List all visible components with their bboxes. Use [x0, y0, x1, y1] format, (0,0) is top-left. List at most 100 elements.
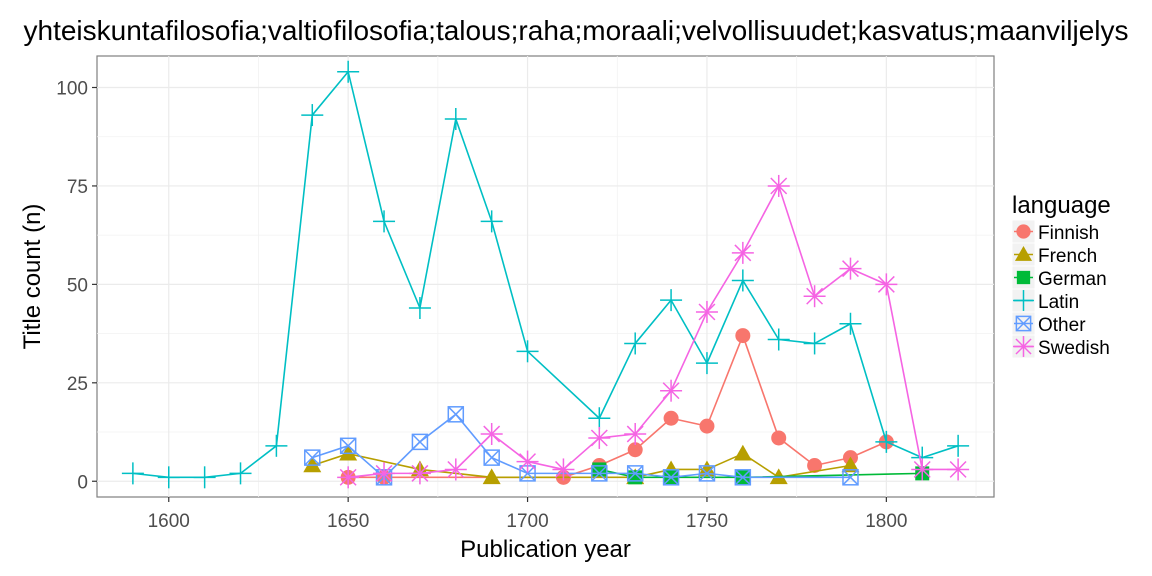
data-point-finnish [663, 410, 679, 426]
marker-stroke [340, 437, 357, 454]
series-other [304, 406, 859, 486]
marker-shape [771, 430, 787, 446]
marker-shape [697, 460, 716, 477]
series-latin [121, 60, 970, 489]
data-point-latin [803, 332, 826, 355]
data-point-latin [408, 297, 431, 319]
marker-stroke [591, 465, 608, 482]
y-tick-label: 75 [67, 177, 88, 198]
legend-label-french: French [1038, 246, 1097, 267]
data-point-latin [265, 434, 288, 457]
legend-title: language [1012, 192, 1111, 219]
data-point-french [697, 460, 716, 477]
legend-item-other: Other [1011, 311, 1086, 336]
data-point-other [591, 465, 608, 482]
data-point-swedish [373, 462, 396, 485]
legend-label-finnish: Finnish [1038, 223, 1099, 244]
data-point-swedish [408, 462, 431, 485]
data-point-latin [337, 60, 360, 83]
data-point-swedish [552, 458, 575, 481]
legend-key-marker [1015, 315, 1032, 332]
marker-stroke [698, 465, 715, 482]
marker-stroke [734, 244, 752, 262]
data-point-other [339, 437, 357, 455]
marker-stroke [662, 382, 680, 400]
x-tick-label: 1800 [865, 511, 907, 532]
legend-key-marker [1013, 336, 1034, 357]
data-point-other [483, 449, 500, 466]
legend-item-german: German [1011, 265, 1107, 290]
data-point-latin [444, 108, 467, 130]
marker-stroke [591, 465, 608, 482]
legend-label-other: Other [1038, 315, 1086, 336]
legend-item-french: French [1011, 242, 1097, 267]
marker-stroke [698, 303, 716, 321]
data-point-swedish [516, 450, 539, 473]
y-tick-label: 100 [56, 79, 88, 100]
x-axis-title: Publication year [460, 536, 631, 563]
data-point-finnish [807, 458, 823, 473]
data-point-latin [839, 312, 862, 335]
marker-shape [807, 458, 823, 473]
data-point-latin [624, 332, 647, 355]
series-line-french [312, 452, 851, 479]
marker-stroke [304, 449, 321, 466]
x-tick-label: 1650 [327, 511, 369, 532]
data-point-french [841, 456, 860, 473]
marker-stroke [304, 449, 321, 466]
data-point-other [734, 469, 752, 486]
chart-title: yhteiskuntafilosofia;valtiofilosofia;tal… [24, 15, 1129, 46]
x-tick-label: 1750 [686, 511, 728, 532]
marker-stroke [447, 406, 464, 423]
data-point-swedish [767, 174, 790, 197]
y-tick-label: 25 [67, 374, 88, 395]
marker-shape [1014, 245, 1033, 261]
data-point-other [304, 449, 321, 466]
data-point-swedish [480, 423, 503, 445]
y-tick-label: 50 [67, 275, 88, 296]
data-point-latin [588, 407, 611, 430]
x-tick-label: 1600 [148, 511, 190, 532]
marker-stroke [734, 469, 751, 486]
marker-stroke [447, 460, 465, 478]
data-point-other [626, 465, 644, 482]
data-point-swedish [731, 241, 754, 264]
marker-stroke [842, 260, 859, 278]
marker-stroke [375, 464, 393, 482]
marker-shape [482, 468, 501, 485]
data-point-swedish [624, 423, 647, 445]
marker-stroke [806, 287, 824, 305]
legend-item-swedish: Swedish [1011, 334, 1110, 359]
marker-stroke [411, 433, 428, 450]
marker-stroke [662, 469, 680, 486]
marker-shape [699, 418, 715, 434]
plot-panel [96, 55, 995, 498]
data-point-swedish [660, 379, 683, 402]
data-point-finnish [699, 418, 715, 434]
data-point-other [411, 433, 429, 451]
data-point-latin [731, 269, 754, 292]
data-point-finnish [627, 442, 643, 458]
data-point-swedish [695, 300, 718, 323]
data-point-other [842, 469, 859, 486]
data-point-latin [660, 289, 683, 312]
marker-stroke [483, 449, 500, 466]
marker-shape [627, 442, 643, 458]
data-point-latin [516, 340, 539, 363]
marker-stroke [949, 460, 967, 478]
data-point-swedish [911, 458, 934, 481]
marker-stroke [411, 464, 429, 482]
data-point-swedish [803, 285, 826, 308]
marker-stroke [734, 469, 752, 486]
marker-stroke [554, 460, 572, 478]
data-point-latin [229, 462, 252, 485]
marker-stroke [483, 449, 500, 466]
marker-shape [735, 328, 751, 344]
marker-shape [1016, 270, 1031, 285]
data-point-latin [875, 430, 898, 453]
legend: language FinnishFrenchGermanLatinOtherSw… [1011, 192, 1111, 359]
data-point-swedish [337, 466, 360, 489]
data-point-swedish [947, 458, 970, 481]
